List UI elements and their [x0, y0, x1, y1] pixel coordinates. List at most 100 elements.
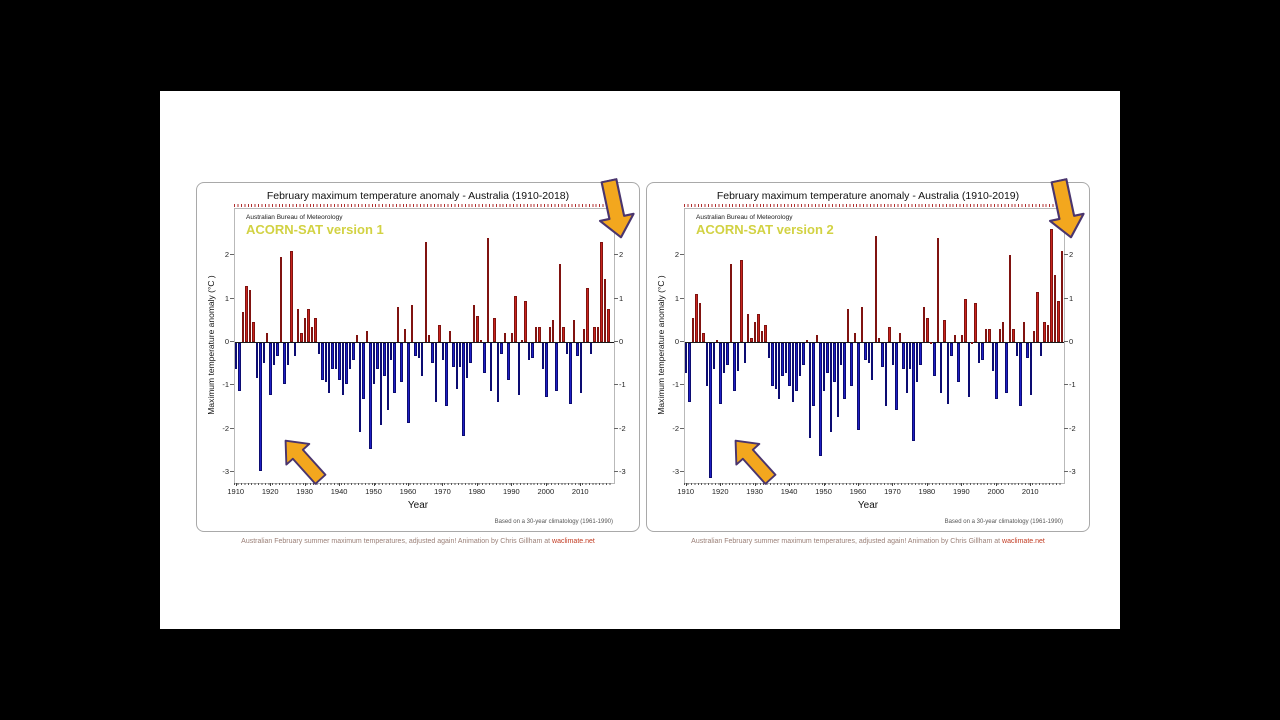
bar-1989: [957, 343, 960, 383]
y-tick-mark: [1064, 384, 1068, 386]
bar-1935: [321, 343, 324, 380]
bar-1985: [493, 318, 496, 342]
y-tick-label-right: 1: [1069, 293, 1074, 303]
bar-2015: [596, 326, 600, 342]
bar-1913: [245, 285, 248, 342]
bar-1990: [960, 335, 964, 342]
bar-1952: [829, 343, 833, 432]
bar-1981: [479, 339, 483, 342]
bar-1915: [702, 333, 705, 342]
bar-1928: [747, 313, 750, 342]
bar-1943: [798, 343, 802, 376]
bar-1924: [733, 343, 736, 391]
y-tick-mark: [614, 254, 618, 256]
bar-1966: [877, 337, 881, 342]
caption-link: waclimate.net: [552, 538, 595, 545]
arrow-annotation-bottom-left-icon: [734, 439, 777, 485]
bar-1998: [988, 328, 991, 342]
bar-1926: [290, 250, 293, 342]
bar-2016: [600, 242, 603, 342]
y-tick-label-right: -1: [1069, 380, 1076, 390]
x-tick-mark: [823, 483, 825, 486]
bar-1924: [283, 343, 286, 385]
bar-1983: [936, 237, 939, 342]
bar-1910: [235, 343, 238, 370]
bar-1970: [891, 343, 895, 365]
bar-2001: [998, 328, 1001, 342]
bar-1916: [705, 343, 709, 387]
bar-1998: [538, 326, 541, 342]
y-tick-label-left: 1: [674, 293, 679, 303]
y-tick-mark: [614, 427, 618, 429]
x-tick-mark: [754, 483, 756, 486]
caption: Australian February summer maximum tempe…: [646, 538, 1090, 545]
y-tick-label-right: -1: [619, 380, 626, 390]
bar-1972: [898, 333, 902, 342]
bar-1978: [919, 343, 922, 365]
x-tick-mark: [339, 483, 341, 486]
bar-2001: [548, 326, 551, 342]
y-tick-label-left: -1: [672, 380, 679, 390]
x-tick-mark: [926, 483, 928, 486]
bar-1932: [310, 326, 314, 342]
bar-1965: [874, 235, 877, 342]
bar-1941: [791, 343, 795, 402]
bar-1999: [541, 343, 545, 370]
bar-1943: [348, 343, 352, 370]
bar-1927: [743, 343, 746, 363]
bar-2006: [1015, 343, 1019, 357]
x-tick-mark: [995, 483, 997, 486]
bar-1996: [531, 343, 534, 359]
bar-1930: [303, 318, 307, 342]
bar-1990: [510, 333, 514, 342]
bar-1993: [970, 342, 974, 344]
bottom-axis-minor-ticks: [684, 483, 1063, 485]
bar-2002: [551, 320, 555, 342]
bar-1970: [441, 343, 445, 361]
bar-1922: [276, 343, 279, 357]
y-tick-mark: [230, 384, 234, 386]
bar-1973: [902, 343, 905, 370]
x-axis-label: Year: [407, 500, 429, 511]
y-tick-mark: [1064, 254, 1068, 256]
x-tick-label: 1920: [261, 487, 279, 496]
climatology-note: Based on a 30-year climatology (1961-199…: [944, 519, 1063, 525]
bar-1911: [238, 343, 241, 391]
bar-1951: [826, 343, 829, 374]
bar-1921: [722, 343, 726, 374]
bar-1948: [365, 331, 369, 342]
x-tick-label: 2000: [987, 487, 1005, 496]
bar-1973: [452, 343, 455, 367]
bar-1984: [489, 343, 493, 391]
bar-1999: [991, 343, 995, 372]
bar-1978: [469, 343, 472, 363]
bar-2019: [1060, 250, 1063, 342]
bar-1962: [864, 343, 867, 361]
bar-1917: [259, 343, 262, 472]
chart-title: February maximum temperature anomaly - A…: [266, 190, 570, 202]
bar-2011: [582, 328, 586, 342]
bar-1982: [483, 343, 486, 374]
x-tick-mark: [442, 483, 444, 486]
bar-1942: [795, 343, 798, 391]
bar-1910: [685, 343, 688, 374]
bar-1980: [926, 318, 929, 342]
bar-1923: [729, 263, 733, 342]
bar-1972: [448, 331, 452, 342]
bar-2018: [607, 309, 610, 342]
x-tick-label: 1970: [434, 487, 451, 496]
bar-1980: [476, 315, 479, 342]
bar-1957: [396, 307, 400, 342]
bar-2008: [572, 320, 576, 342]
bar-1934: [317, 343, 321, 354]
x-tick-label: 2010: [571, 487, 589, 496]
bar-1964: [871, 343, 874, 380]
bar-1933: [764, 324, 767, 342]
bar-1923: [279, 257, 283, 342]
bar-1996: [981, 343, 984, 361]
x-tick-label: 1910: [677, 487, 695, 496]
bar-2013: [1039, 343, 1043, 357]
x-tick-label: 1910: [227, 487, 245, 496]
bar-1955: [840, 343, 843, 365]
x-tick-mark: [235, 483, 237, 486]
